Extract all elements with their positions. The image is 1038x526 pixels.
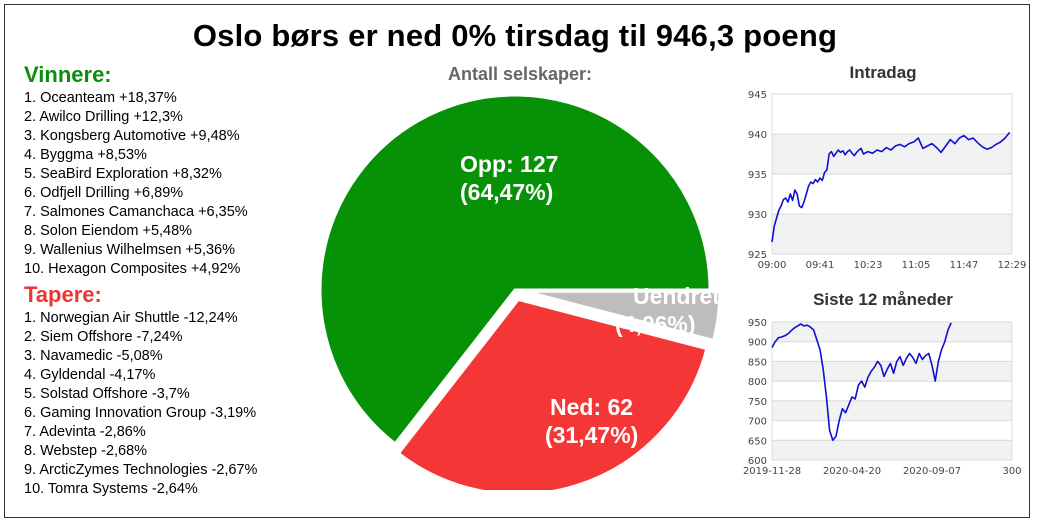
y-tick-label: 900 — [748, 338, 767, 349]
winner-item: 8. Solon Eiendom +5,48% — [24, 223, 193, 239]
loser-item: 10. Tomra Systems -2,64% — [24, 481, 198, 497]
pie-slice-down — [396, 297, 709, 490]
series-line — [771, 131, 1011, 243]
winners-items: 1. Oceanteam +18,37% 2. Awilco Drilling … — [24, 89, 248, 279]
y-tick-label: 925 — [748, 250, 767, 261]
pie-label-up: Opp: 127 — [460, 151, 558, 177]
grid-band — [772, 361, 1012, 382]
page-title: Oslo børs er ned 0% tirsdag til 946,3 po… — [192, 18, 838, 53]
intraday-chart: 925 930 935 940 945 09:00 09:41 10:23 11:05 11:47… — [748, 90, 1027, 271]
loser-item: 2. Siem Offshore -7,24% — [24, 329, 183, 345]
y-tick-label: 600 — [748, 456, 767, 467]
x-tick-label: 11:05 — [902, 260, 931, 271]
grid-band — [772, 420, 1012, 441]
loser-item: 9. ArcticZymes Technologies -2,67% — [24, 462, 258, 478]
y-tick-label: 935 — [748, 170, 767, 181]
twelve-month-chart-title: Siste 12 måneder — [813, 290, 953, 309]
losers-heading: Tapere: — [24, 282, 102, 307]
y-tick-label: 950 — [748, 318, 767, 329]
winner-item: 4. Byggma +8,53% — [24, 147, 147, 163]
x-tick-label: 09:41 — [806, 260, 835, 271]
x-tick-label: 12:29 — [998, 260, 1027, 271]
winner-item: 3. Kongsberg Automotive +9,48% — [24, 128, 240, 144]
pie-slice-unchanged — [524, 289, 722, 343]
x-tick-label: 2020-04-20 — [823, 466, 881, 477]
y-tick-label: 800 — [748, 377, 767, 388]
y-tick-label: 700 — [748, 417, 767, 428]
y-tick-label: 930 — [748, 210, 767, 221]
x-tick-label: 11:47 — [950, 260, 979, 271]
y-tick-label: 650 — [748, 436, 767, 447]
grid-band — [772, 214, 1012, 254]
winner-item: 2. Awilco Drilling +12,3% — [24, 109, 183, 125]
pie-label-unchanged: Uendret: 8 — [633, 283, 730, 309]
loser-item: 4. Gyldendal -4,17% — [24, 367, 156, 383]
winner-item: 5. SeaBird Exploration +8,32% — [24, 166, 222, 182]
losers-list: Tapere: 1. Norwegian Air Shuttle -12,24%… — [24, 282, 257, 499]
y-tick-label: 940 — [748, 130, 767, 141]
winner-item: 6. Odfjell Drilling +6,89% — [24, 185, 184, 201]
winner-item: 7. Salmones Camanchaca +6,35% — [24, 204, 248, 220]
losers-items: 1. Norwegian Air Shuttle -12,24% 2. Siem… — [24, 309, 257, 499]
twelve-month-chart: 600 650 700 750 800 850 900 950 2019-11-28 2020-0… — [743, 318, 1022, 477]
intraday-chart-title: Intradag — [849, 63, 917, 82]
pie-percent-unchanged: (4,06%) — [615, 311, 696, 337]
grid-band — [772, 134, 1012, 174]
pie-label-down: Ned: 62 — [550, 394, 633, 420]
x-tick-label: 2019-11-28 — [743, 466, 801, 477]
grid-band — [772, 381, 1012, 401]
winner-item: 10. Hexagon Composites +4,92% — [24, 261, 241, 277]
pie-chart: Opp: 127(64,47%) Uendret: 8(4,06%) Ned: 62… — [318, 93, 730, 490]
grid-band — [772, 322, 1012, 342]
pie-percent-up: (64,47%) — [460, 179, 553, 205]
pie-chart-title: Antall selskaper: — [447, 64, 593, 84]
pie-percent-down: (31,47%) — [545, 422, 638, 448]
series-line — [771, 322, 952, 442]
y-tick-label: 750 — [748, 397, 767, 408]
loser-item: 8. Webstep -2,68% — [24, 443, 148, 459]
loser-item: 5. Solstad Offshore -3,7% — [24, 386, 190, 402]
y-tick-label: 850 — [748, 357, 767, 368]
grid-band — [772, 341, 1012, 362]
grid-band — [772, 400, 1012, 421]
winner-item: 1. Oceanteam +18,37% — [24, 90, 177, 106]
loser-item: 7. Adevinta -2,86% — [24, 424, 146, 440]
winner-item: 9. Wallenius Wilhelmsen +5,36% — [24, 242, 236, 258]
grid-band — [772, 94, 1012, 134]
x-tick-label: 300 — [1002, 466, 1021, 477]
y-tick-label: 945 — [748, 90, 767, 101]
grid-band — [772, 174, 1012, 214]
loser-item: 1. Norwegian Air Shuttle -12,24% — [24, 310, 238, 326]
x-tick-label: 09:00 — [758, 260, 787, 271]
loser-item: 3. Navamedic -5,08% — [24, 348, 163, 364]
loser-item: 6. Gaming Innovation Group -3,19% — [24, 405, 257, 421]
pie-slice-up — [318, 93, 712, 446]
grid-band — [772, 440, 1012, 460]
winners-heading: Vinnere: — [24, 62, 112, 87]
winners-list: Vinnere: 1. Oceanteam +18,37% 2. Awilco … — [24, 62, 248, 279]
x-tick-label: 10:23 — [854, 260, 883, 271]
x-tick-label: 2020-09-07 — [903, 466, 961, 477]
